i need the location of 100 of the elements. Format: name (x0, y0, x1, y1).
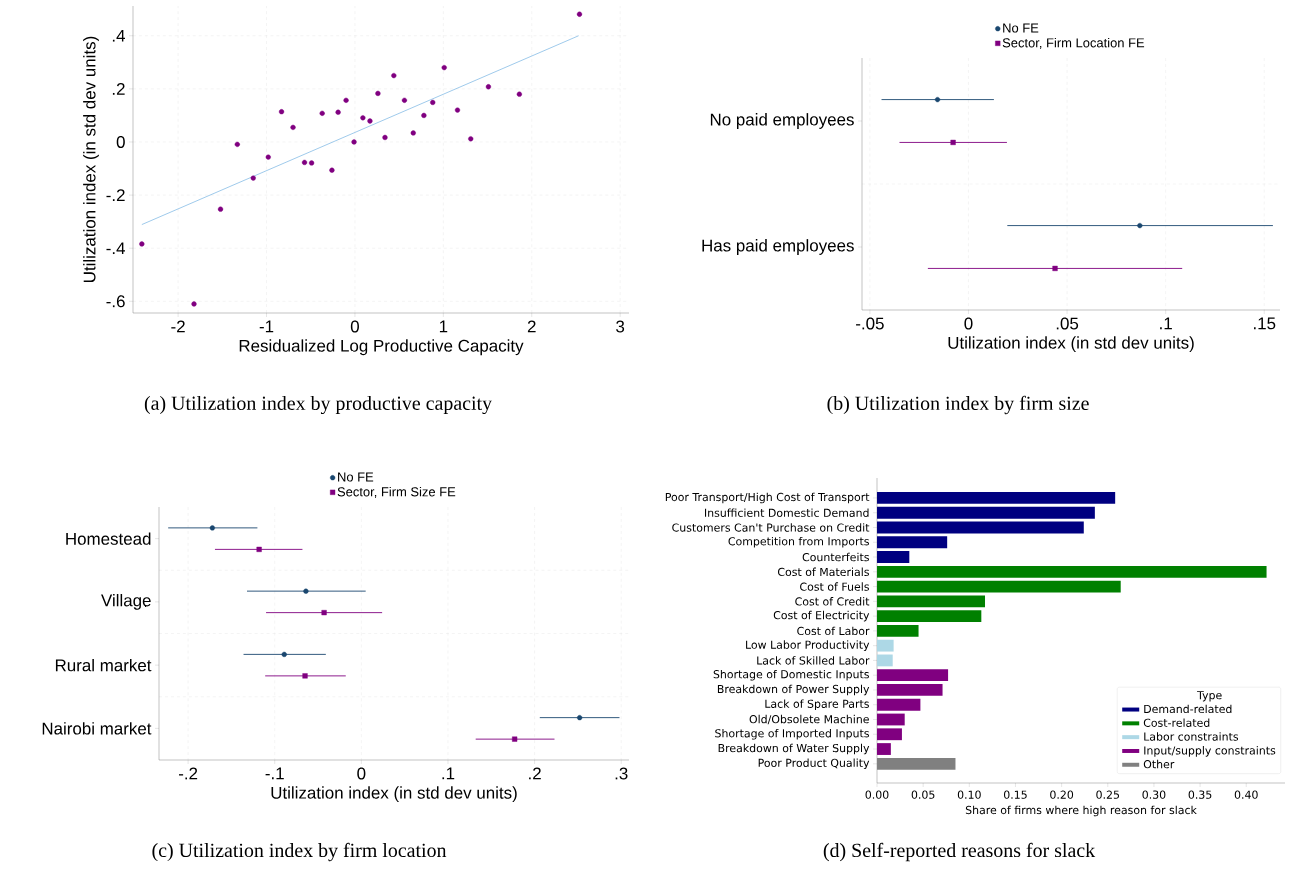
x-tick-label: 2 (527, 320, 536, 333)
point (250, 175, 256, 181)
bar (877, 743, 891, 755)
bar (877, 728, 902, 741)
y-tick-label: Counterfeits (802, 552, 869, 562)
legend-label: No FE (338, 472, 374, 482)
y-tick-label: Rural market (55, 658, 152, 672)
y-tick-label: Lack of Skilled Labor (757, 656, 870, 665)
x-tick-label: -.1 (265, 767, 284, 780)
bar (877, 565, 1267, 578)
legend-label: Labor constraints (1144, 732, 1239, 741)
point (265, 154, 271, 160)
y-tick-label: Village (101, 594, 151, 610)
x-tick-label: .1 (1160, 317, 1172, 330)
legend-title: Type (1197, 691, 1222, 702)
point (290, 124, 296, 130)
text: (b) Utilization index by firm size (827, 395, 1089, 415)
x-tick-label: -2 (171, 320, 185, 333)
y-tick-label: Lack of Spare Parts (765, 699, 869, 711)
bar (877, 684, 943, 696)
y-tick-label: Poor Product Quality (758, 758, 870, 770)
legend-label: Sector, Firm Location FE (1002, 37, 1145, 49)
legend-label: Other (1143, 759, 1175, 769)
y-tick-label: Cost of Electricity (773, 610, 870, 622)
bar (877, 654, 893, 667)
y-tick-label: 0 (116, 135, 125, 148)
x-tick-label: 0.40 (1234, 790, 1258, 799)
point (234, 141, 240, 147)
point (375, 90, 381, 96)
bar (877, 492, 1116, 504)
legend-label: Input/supply constraints (1144, 746, 1276, 757)
x-tick-label: -.05 (856, 317, 884, 330)
point (301, 159, 308, 166)
y-tick-label: Has paid employees (702, 239, 854, 255)
bar (877, 669, 949, 682)
point (516, 91, 522, 97)
point (382, 134, 388, 141)
x-tick-label: 0 (357, 767, 366, 780)
point (430, 99, 436, 105)
x-tick-label: -.2 (178, 767, 198, 780)
point (309, 160, 315, 166)
text: (c) Utilization index by firm location (152, 842, 447, 862)
y-tick-label: .4 (112, 29, 125, 42)
bar (877, 713, 905, 726)
x-tick-label: .1 (442, 767, 455, 780)
y-tick-label: -.2 (106, 189, 125, 202)
y-tick-label: Poor Transport/High Cost of Transport (665, 492, 870, 504)
x-tick-label: 1 (439, 320, 448, 333)
y-tick-label: Shortage of Domestic Inputs (713, 669, 869, 681)
point (410, 130, 416, 136)
point (343, 97, 349, 103)
legend-label: Cost-related (1143, 718, 1210, 727)
point (367, 118, 373, 124)
x-tick-label: 0.05 (911, 790, 935, 799)
legend-label: No FE (1003, 23, 1039, 33)
point (329, 167, 335, 173)
y-tick-label: Homestead (66, 532, 151, 545)
point (401, 97, 408, 103)
text: (d) Self-reported reasons for slack (823, 842, 1096, 862)
y-tick-label: Low Labor Productivity (746, 640, 870, 651)
x-axis-title: Utilization index (in std dev units) (271, 786, 517, 803)
x-tick-label: 3 (616, 320, 625, 333)
bar (877, 551, 910, 563)
y-tick-label: Cost of Fuels (800, 582, 869, 591)
y-tick-label: Customers Can't Purchase on Credit (672, 523, 870, 532)
legend-label: Sector, Firm Size FE (337, 486, 456, 498)
bar (877, 521, 1084, 534)
y-tick-label: -.6 (106, 295, 125, 308)
point (360, 115, 366, 121)
bar (877, 624, 919, 637)
x-tick-label: .3 (615, 767, 628, 780)
y-tick-label: Nairobi market (42, 722, 152, 735)
bar (877, 698, 921, 711)
point (576, 11, 583, 17)
y-tick-label: Breakdown of Water Supply (718, 743, 870, 755)
y-axis-title: Utilization index (in std dev units) (83, 36, 99, 282)
y-tick-label: Breakdown of Power Supply (717, 684, 870, 696)
y-tick-label: Shortage of Imported Inputs (715, 728, 869, 740)
x-axis-title: Share of firms where high reason for slack (965, 805, 1197, 817)
x-tick-label: 0.20 (1050, 790, 1074, 799)
x-tick-label: -1 (259, 320, 274, 333)
x-tick-label: .05 (1056, 317, 1079, 330)
x-tick-label: 0 (964, 317, 973, 330)
y-tick-label: -.4 (106, 242, 125, 255)
point (139, 241, 145, 247)
x-axis-title: Residualized Log Productive Capacity (239, 339, 524, 356)
point (454, 107, 461, 113)
point (191, 301, 197, 307)
point (441, 65, 447, 71)
point (335, 109, 341, 115)
x-axis-title: Utilization index (in std dev units) (948, 336, 1194, 353)
y-tick-label: Competition from Imports (728, 536, 869, 548)
bar (877, 610, 982, 623)
bar (877, 639, 894, 652)
point (421, 112, 427, 119)
x-tick-label: .2 (529, 767, 541, 780)
y-tick-label: Cost of Materials (777, 567, 869, 577)
x-tick-label: 0.00 (865, 790, 889, 799)
y-tick-label: No paid employees (710, 113, 854, 129)
bar (877, 595, 986, 608)
